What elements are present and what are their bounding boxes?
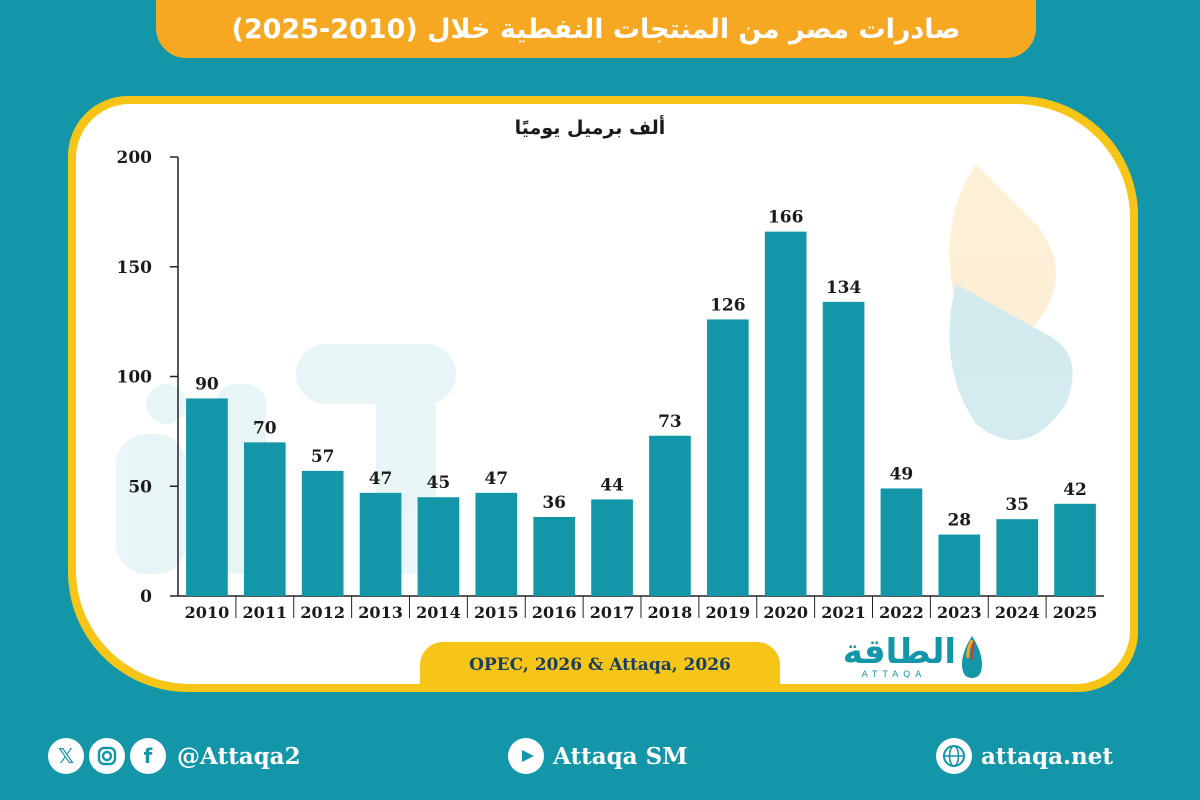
bar-2011 [243,442,286,596]
value-label-2020: 166 [768,208,804,228]
value-label-2016: 36 [542,493,566,513]
x-tick-label-2017: 2017 [590,603,635,622]
x-tick-label-2010: 2010 [185,603,230,622]
globe-icon[interactable] [936,738,972,774]
value-label-2025: 42 [1063,480,1087,500]
x-tick-label-2014: 2014 [416,603,461,622]
bar-2013 [359,492,402,596]
bar-2017 [591,499,633,596]
source-pill: OPEC, 2026 & Attaqa, 2026 [420,642,780,688]
value-label-2014: 45 [427,473,451,493]
attaqa-logo: الطاقة ATTAQA [828,632,988,684]
value-label-2010: 90 [195,374,219,394]
bar-2014 [417,497,460,596]
logo-latin: ATTAQA [861,670,927,680]
logo-text: الطاقة [842,632,956,672]
instagram-icon[interactable] [89,738,125,774]
y-tick-label: 0 [140,587,152,607]
x-tick-label-2023: 2023 [937,603,982,622]
social-handle[interactable]: @Attaqa2 [177,742,301,770]
x-tick-label-2011: 2011 [243,603,288,622]
x-tick-label-2021: 2021 [821,603,866,622]
bar-2016 [533,516,576,596]
x-icon[interactable]: 𝕏 [48,738,84,774]
bar-2023 [938,534,981,596]
website-url[interactable]: attaqa.net [981,742,1114,770]
value-label-2024: 35 [1005,495,1029,515]
website-link: attaqa.net [936,736,1113,776]
y-tick-label: 150 [117,258,153,278]
value-label-2015: 47 [484,469,508,489]
value-label-2021: 134 [826,278,862,298]
bar-2024 [996,519,1039,596]
value-label-2012: 57 [311,447,335,467]
value-label-2017: 44 [600,475,624,495]
value-label-2011: 70 [253,418,277,438]
x-tick-label-2018: 2018 [648,603,693,622]
x-tick-label-2012: 2012 [300,603,345,622]
bar-2018 [649,435,691,596]
x-tick-label-2016: 2016 [532,603,577,622]
youtube-link: Attaqa SM [508,736,688,776]
bar-2010 [186,398,228,596]
bar-2025 [1054,503,1096,596]
y-tick-label: 200 [117,148,153,168]
facebook-icon[interactable]: f [130,738,166,774]
bar-2019 [706,319,749,596]
y-tick-label: 100 [117,368,153,388]
value-label-2018: 73 [658,412,682,432]
y-axis-unit-label: ألف برميل يوميًا [514,117,666,139]
value-label-2022: 49 [890,464,914,484]
bar-2015 [475,492,518,596]
x-tick-label-2020: 2020 [763,603,808,622]
youtube-label[interactable]: Attaqa SM [553,742,688,770]
social-links: 𝕏 f @Attaqa2 [48,736,301,776]
x-tick-label-2022: 2022 [879,603,924,622]
y-tick-label: 50 [128,477,152,497]
title-banner: صادرات مصر من المنتجات النفطية خلال (201… [156,0,1036,58]
drop-icon [962,636,982,678]
bar-2022 [880,488,923,596]
value-label-2019: 126 [710,295,746,315]
youtube-icon[interactable] [508,738,544,774]
x-tick-label-2015: 2015 [474,603,519,622]
x-tick-label-2019: 2019 [706,603,751,622]
x-tick-label-2025: 2025 [1053,603,1098,622]
source-text: OPEC, 2026 & Attaqa, 2026 [469,655,731,675]
chart-title: صادرات مصر من المنتجات النفطية خلال (201… [231,13,961,45]
value-label-2023: 28 [947,511,971,531]
bar-2021 [822,301,865,596]
x-tick-label-2013: 2013 [358,603,403,622]
value-label-2013: 47 [369,469,393,489]
bar-2012 [301,470,344,596]
bar-2020 [764,231,807,596]
x-tick-label-2024: 2024 [995,603,1040,622]
